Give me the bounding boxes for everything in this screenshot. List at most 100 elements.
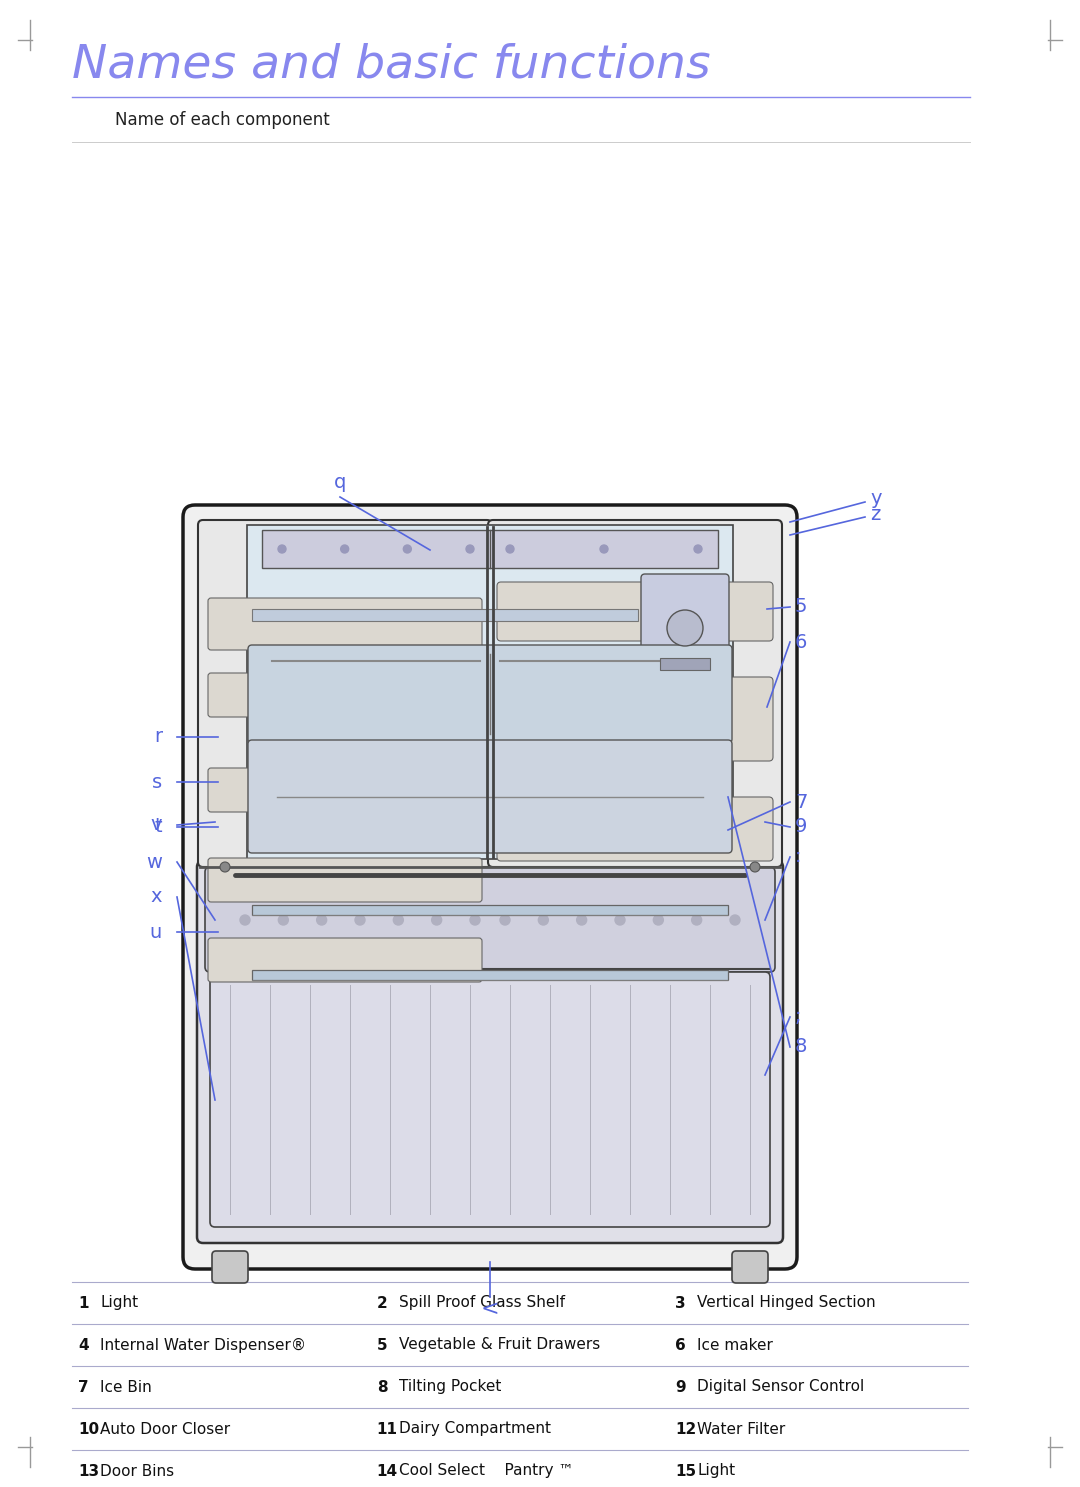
Text: Internal Water Dispenser®: Internal Water Dispenser®	[100, 1337, 306, 1353]
Text: 2: 2	[377, 1295, 388, 1310]
Text: Digital Sensor Control: Digital Sensor Control	[698, 1380, 865, 1395]
Text: ;: ;	[795, 1008, 801, 1026]
Text: Spill Proof Glass Shelf: Spill Proof Glass Shelf	[399, 1295, 565, 1310]
Text: 4: 4	[78, 1337, 89, 1353]
Circle shape	[355, 915, 365, 925]
Circle shape	[600, 546, 608, 553]
Text: Light: Light	[698, 1463, 735, 1478]
Text: Water Filter: Water Filter	[698, 1422, 785, 1436]
Bar	[252, 906, 728, 915]
Circle shape	[465, 546, 474, 553]
FancyBboxPatch shape	[497, 797, 773, 861]
FancyBboxPatch shape	[208, 767, 482, 812]
Circle shape	[316, 915, 326, 925]
Circle shape	[432, 915, 442, 925]
Circle shape	[615, 915, 625, 925]
Circle shape	[403, 546, 411, 553]
Text: Name of each component: Name of each component	[114, 112, 329, 129]
Text: 1: 1	[78, 1295, 89, 1310]
Text: Cool Select    Pantry ™: Cool Select Pantry ™	[399, 1463, 573, 1478]
Text: w: w	[146, 852, 162, 871]
Text: 5: 5	[377, 1337, 388, 1353]
FancyBboxPatch shape	[210, 972, 770, 1227]
Text: 6: 6	[795, 632, 808, 651]
Text: <: <	[481, 1300, 499, 1319]
FancyBboxPatch shape	[497, 677, 773, 761]
Bar	[252, 970, 728, 980]
Text: Ice Bin: Ice Bin	[100, 1380, 152, 1395]
Circle shape	[538, 915, 549, 925]
FancyBboxPatch shape	[248, 741, 732, 854]
Circle shape	[577, 915, 586, 925]
Text: 7: 7	[795, 793, 808, 812]
FancyBboxPatch shape	[212, 1251, 248, 1283]
Text: 8: 8	[795, 1038, 808, 1056]
Text: t: t	[154, 818, 162, 837]
Text: Auto Door Closer: Auto Door Closer	[100, 1422, 230, 1436]
FancyBboxPatch shape	[248, 645, 732, 744]
Text: 10: 10	[78, 1422, 99, 1436]
Bar	[252, 610, 638, 622]
Text: 6: 6	[675, 1337, 686, 1353]
Circle shape	[240, 915, 249, 925]
Circle shape	[730, 915, 740, 925]
Text: 5: 5	[795, 598, 808, 617]
Circle shape	[279, 915, 288, 925]
Text: Names and basic functions: Names and basic functions	[72, 42, 711, 88]
Text: 9: 9	[675, 1380, 686, 1395]
Circle shape	[694, 546, 702, 553]
Text: Vertical Hinged Section: Vertical Hinged Section	[698, 1295, 876, 1310]
Bar	[252, 825, 728, 836]
FancyBboxPatch shape	[205, 867, 775, 972]
Circle shape	[470, 915, 480, 925]
Text: Vegetable & Fruit Drawers: Vegetable & Fruit Drawers	[399, 1337, 599, 1353]
Bar	[252, 714, 638, 726]
FancyBboxPatch shape	[732, 1251, 768, 1283]
FancyBboxPatch shape	[488, 520, 782, 867]
Text: Door Bins: Door Bins	[100, 1463, 174, 1478]
Text: z: z	[870, 506, 880, 525]
FancyBboxPatch shape	[642, 574, 729, 683]
Circle shape	[500, 915, 510, 925]
Text: x: x	[150, 888, 162, 907]
Text: 3: 3	[675, 1295, 686, 1310]
FancyBboxPatch shape	[208, 674, 482, 717]
Text: Ice maker: Ice maker	[698, 1337, 773, 1353]
Text: Light: Light	[100, 1295, 138, 1310]
Bar	[262, 529, 718, 568]
Circle shape	[667, 610, 703, 645]
FancyBboxPatch shape	[198, 520, 492, 867]
Text: 9: 9	[795, 818, 808, 837]
Text: y: y	[870, 489, 881, 509]
Text: 14: 14	[377, 1463, 397, 1478]
FancyBboxPatch shape	[183, 506, 797, 1268]
Text: u: u	[150, 922, 162, 941]
Circle shape	[507, 546, 514, 553]
Text: Tilting Pocket: Tilting Pocket	[399, 1380, 501, 1395]
Text: s: s	[152, 773, 162, 791]
FancyBboxPatch shape	[197, 861, 783, 1243]
Text: 8: 8	[377, 1380, 388, 1395]
Bar	[252, 659, 638, 671]
FancyBboxPatch shape	[208, 598, 482, 650]
Circle shape	[653, 915, 663, 925]
Text: 15: 15	[675, 1463, 697, 1478]
Bar	[247, 525, 733, 859]
Circle shape	[691, 915, 702, 925]
Circle shape	[340, 546, 349, 553]
Bar	[252, 735, 728, 745]
Text: 11: 11	[377, 1422, 397, 1436]
Text: 12: 12	[675, 1422, 697, 1436]
Text: 13: 13	[78, 1463, 99, 1478]
Text: Dairy Compartment: Dairy Compartment	[399, 1422, 551, 1436]
Text: :: :	[795, 848, 801, 867]
FancyBboxPatch shape	[208, 858, 482, 903]
Circle shape	[278, 546, 286, 553]
Text: q: q	[334, 473, 347, 492]
Circle shape	[750, 862, 760, 871]
FancyBboxPatch shape	[497, 581, 773, 641]
Text: 7: 7	[78, 1380, 89, 1395]
Bar	[660, 659, 710, 671]
Text: v: v	[150, 815, 162, 834]
Circle shape	[220, 862, 230, 871]
